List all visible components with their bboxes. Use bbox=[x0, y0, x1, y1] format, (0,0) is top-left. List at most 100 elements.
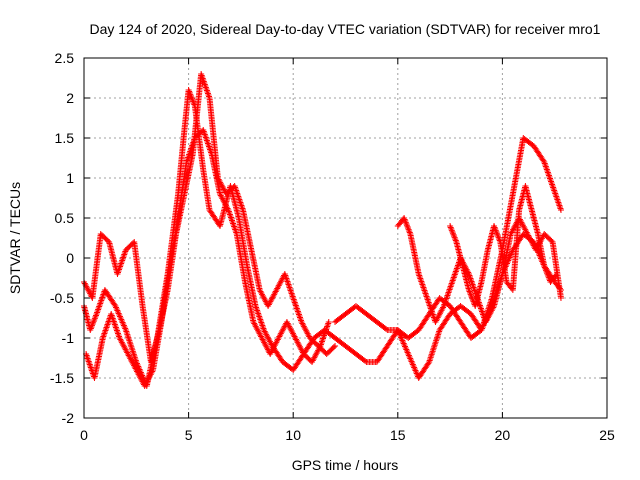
data-point bbox=[186, 88, 193, 95]
data-point bbox=[418, 278, 425, 285]
data-point bbox=[549, 183, 556, 189]
data-point bbox=[205, 142, 212, 148]
data-point bbox=[187, 91, 194, 98]
data-point bbox=[423, 292, 430, 298]
data-point bbox=[541, 264, 548, 271]
data-point bbox=[452, 268, 459, 275]
data-point bbox=[88, 324, 95, 331]
data-point bbox=[467, 291, 474, 298]
data-point bbox=[289, 292, 296, 298]
data-point bbox=[550, 186, 557, 192]
data-point bbox=[189, 97, 196, 104]
data-point bbox=[294, 307, 301, 313]
data-point bbox=[224, 205, 231, 212]
data-point bbox=[545, 172, 552, 179]
data-point bbox=[440, 304, 447, 311]
data-point bbox=[113, 326, 120, 332]
data-point bbox=[451, 271, 458, 278]
data-point bbox=[111, 320, 118, 326]
data-point bbox=[291, 299, 298, 306]
data-point bbox=[452, 270, 459, 276]
data-point bbox=[100, 332, 107, 338]
data-point bbox=[101, 330, 108, 337]
data-point bbox=[451, 234, 458, 241]
data-point bbox=[84, 355, 91, 362]
data-point bbox=[450, 276, 457, 282]
data-point bbox=[295, 310, 302, 316]
data-point bbox=[111, 321, 118, 328]
y-tick-label: 2.5 bbox=[55, 50, 75, 66]
data-point bbox=[542, 163, 549, 170]
data-point bbox=[557, 207, 564, 213]
y-axis-label: SDTVAR / TECUs bbox=[7, 182, 23, 294]
data-point bbox=[551, 187, 558, 194]
data-point bbox=[544, 271, 551, 278]
data-point bbox=[253, 306, 260, 312]
data-point bbox=[318, 338, 325, 345]
data-point bbox=[447, 285, 454, 291]
data-point bbox=[465, 287, 472, 293]
data-point bbox=[102, 327, 109, 334]
data-point bbox=[102, 326, 109, 332]
data-point bbox=[402, 219, 409, 226]
data-point bbox=[425, 298, 432, 304]
data-point bbox=[549, 181, 556, 188]
plot-frame bbox=[83, 57, 608, 419]
data-point bbox=[543, 166, 550, 173]
data-point bbox=[496, 237, 503, 244]
data-point bbox=[424, 295, 431, 301]
data-point bbox=[544, 169, 551, 176]
data-point bbox=[96, 302, 103, 308]
data-point bbox=[405, 226, 412, 233]
data-point bbox=[416, 272, 423, 279]
data-point bbox=[544, 168, 551, 174]
data-point bbox=[284, 278, 291, 285]
data-point bbox=[325, 320, 332, 327]
x-tick-label: 10 bbox=[285, 427, 301, 443]
data-point bbox=[491, 223, 498, 229]
data-point bbox=[452, 236, 459, 243]
data-point bbox=[290, 296, 297, 303]
data-point bbox=[203, 136, 210, 142]
data-point bbox=[466, 288, 473, 295]
x-tick-label: 20 bbox=[495, 427, 511, 443]
data-point bbox=[118, 260, 125, 267]
data-point bbox=[256, 313, 263, 320]
data-point bbox=[95, 306, 102, 313]
data-point bbox=[553, 193, 560, 200]
data-point bbox=[91, 315, 98, 322]
data-point bbox=[119, 256, 126, 262]
data-point bbox=[406, 228, 413, 235]
data-point bbox=[296, 313, 303, 319]
data-point bbox=[383, 326, 390, 332]
data-point bbox=[99, 294, 106, 301]
data-point bbox=[289, 293, 296, 300]
y-tick-label: -1 bbox=[62, 330, 75, 346]
data-point bbox=[405, 225, 412, 232]
x-tick-label: 25 bbox=[599, 427, 615, 443]
data-point bbox=[254, 309, 261, 315]
data-point bbox=[425, 360, 432, 367]
data-point bbox=[202, 84, 209, 91]
data-point bbox=[293, 304, 300, 310]
data-point bbox=[149, 368, 156, 375]
data-point bbox=[332, 343, 339, 349]
y-tick-label: -0.5 bbox=[50, 290, 74, 306]
data-point bbox=[112, 324, 119, 331]
data-point bbox=[105, 320, 112, 326]
data-point bbox=[553, 195, 560, 201]
data-point bbox=[284, 280, 291, 286]
data-point bbox=[468, 294, 475, 301]
data-point bbox=[202, 134, 209, 141]
data-point bbox=[189, 95, 196, 102]
data-point bbox=[186, 89, 193, 96]
data-point bbox=[188, 94, 195, 101]
data-point bbox=[238, 202, 245, 209]
data-point bbox=[492, 227, 499, 234]
data-point bbox=[293, 305, 300, 312]
data-point bbox=[548, 178, 555, 185]
data-point bbox=[362, 358, 369, 364]
data-point bbox=[420, 286, 427, 292]
data-point bbox=[544, 270, 551, 277]
data-point bbox=[202, 133, 209, 139]
